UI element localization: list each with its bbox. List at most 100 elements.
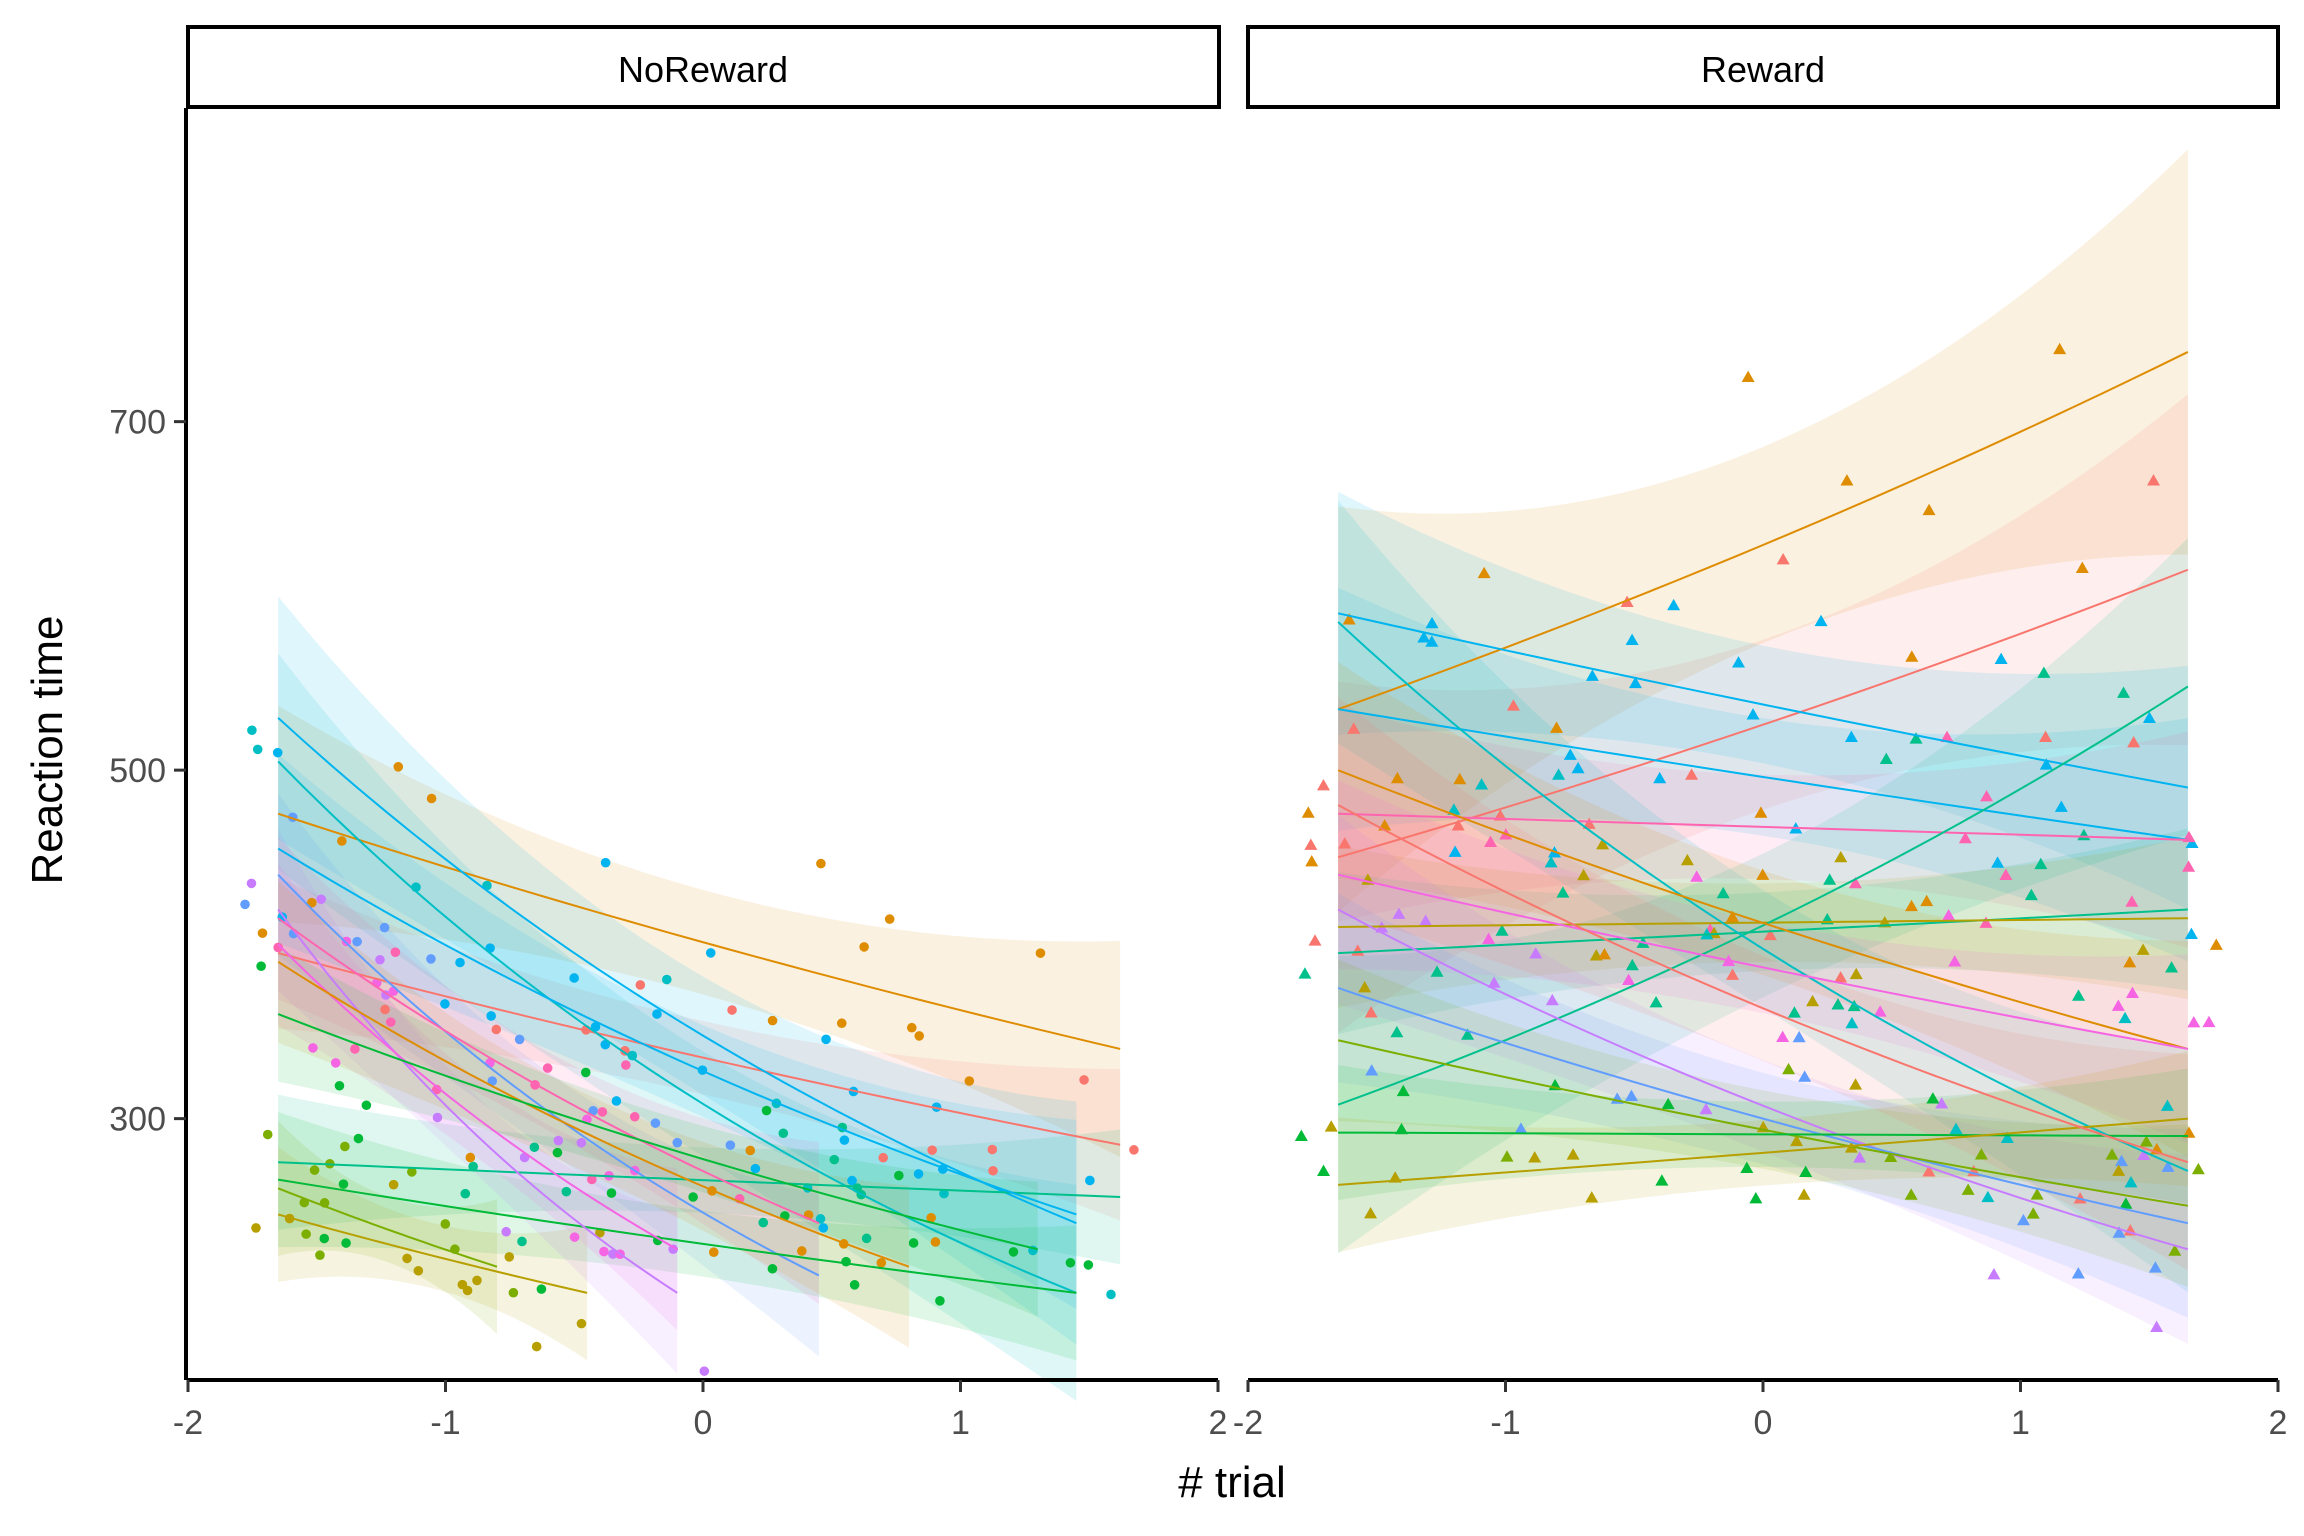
data-point — [1726, 968, 1740, 980]
data-point — [393, 761, 404, 772]
data-point — [1395, 1122, 1409, 1135]
data-point — [1528, 1151, 1542, 1163]
fit-line — [1337, 612, 2189, 789]
data-point — [1304, 838, 1318, 850]
data-point — [1596, 838, 1610, 850]
data-point — [504, 1252, 515, 1262]
fit-line — [1337, 708, 2189, 841]
data-point — [340, 1141, 350, 1152]
strip-label-noreward: NoReward — [618, 49, 788, 90]
data-point — [1823, 873, 1837, 885]
data-point — [1566, 1148, 1580, 1160]
data-point — [316, 894, 327, 905]
confidence-ribbon — [1338, 587, 2188, 962]
data-point — [1364, 1006, 1378, 1018]
x-tick-label: 1 — [951, 1404, 970, 1442]
data-point — [2075, 561, 2089, 574]
fit-line — [277, 952, 1121, 1146]
fit-line — [1337, 568, 2189, 859]
data-point — [1477, 566, 1491, 579]
data-point — [1948, 955, 1962, 967]
data-point — [2026, 1207, 2040, 1219]
data-point — [600, 857, 611, 868]
fit-line — [1337, 621, 2189, 1172]
data-point — [486, 1011, 496, 1021]
data-point — [1792, 1030, 1806, 1043]
data-point — [688, 1192, 698, 1202]
data-point — [2071, 1267, 2085, 1279]
data-point — [1653, 771, 1667, 784]
fit-line — [277, 717, 1077, 1225]
data-point — [1853, 1151, 1867, 1163]
data-point — [1873, 1005, 1887, 1017]
data-point — [1419, 914, 1433, 926]
data-point — [1317, 1164, 1331, 1176]
data-point — [2119, 1197, 2133, 1209]
data-point — [569, 1232, 580, 1242]
data-point — [727, 1005, 737, 1015]
data-point — [2039, 730, 2053, 742]
data-point — [2054, 800, 2068, 812]
data-point — [1484, 835, 1498, 847]
x-tick-label: 1 — [2011, 1404, 2030, 1442]
confidence-ribbon — [1338, 696, 2188, 1271]
data-point — [508, 1287, 519, 1298]
data-point — [385, 1017, 396, 1027]
data-point — [1390, 1025, 1404, 1038]
data-point — [1667, 598, 1681, 611]
data-point — [797, 1246, 807, 1256]
data-point — [1806, 994, 1820, 1007]
data-point — [1545, 993, 1559, 1006]
confidence-ribbon — [278, 877, 1121, 1221]
confidence-ribbon — [1338, 537, 2188, 1254]
data-point — [1597, 947, 1611, 960]
data-point — [517, 1236, 527, 1247]
data-point — [1500, 1150, 1514, 1162]
confidence-ribbon — [278, 596, 1077, 1345]
data-point — [1905, 899, 1919, 912]
fit-line — [277, 908, 678, 1294]
data-point — [1680, 853, 1694, 866]
strip-label-reward: Reward — [1701, 49, 1825, 90]
data-point — [908, 1238, 919, 1248]
data-point — [1448, 845, 1462, 857]
data-point — [1782, 1062, 1796, 1075]
data-point — [761, 1105, 772, 1116]
data-point — [402, 1253, 412, 1264]
data-point — [661, 974, 672, 985]
x-tick-label: -1 — [430, 1404, 460, 1442]
confidence-ribbon — [1338, 491, 2188, 910]
data-point — [1451, 819, 1465, 831]
data-point — [1298, 967, 1312, 979]
x-axis-noreward: -2 -1 0 1 2 — [173, 1378, 1227, 1442]
data-point — [1514, 1122, 1528, 1134]
data-point — [1661, 1097, 1675, 1110]
data-point — [1844, 730, 1858, 743]
data-point — [1106, 1289, 1116, 1300]
fit-line — [277, 760, 1077, 1294]
data-point — [1920, 894, 1934, 907]
data-point — [894, 1170, 904, 1181]
data-point — [884, 914, 895, 924]
data-point — [1904, 1188, 1918, 1200]
fit-line — [277, 960, 910, 1268]
data-point — [553, 1135, 564, 1146]
data-point — [1690, 870, 1704, 882]
data-point — [1365, 1064, 1379, 1076]
data-point — [561, 1186, 572, 1197]
data-point — [2142, 711, 2156, 723]
data-point — [1544, 856, 1558, 868]
confidence-ribbon — [1338, 149, 2188, 912]
data-point — [465, 1152, 476, 1163]
data-point — [914, 1031, 925, 1041]
data-point — [1756, 868, 1770, 880]
data-point — [1940, 730, 1954, 743]
data-point — [1834, 850, 1848, 863]
data-point — [906, 1022, 917, 1033]
data-point — [301, 1229, 311, 1239]
data-point — [319, 1233, 330, 1244]
data-point — [1324, 1120, 1338, 1132]
data-point — [1342, 613, 1356, 625]
x-tick-label: 0 — [1754, 1404, 1773, 1442]
data-point — [1065, 1257, 1076, 1268]
